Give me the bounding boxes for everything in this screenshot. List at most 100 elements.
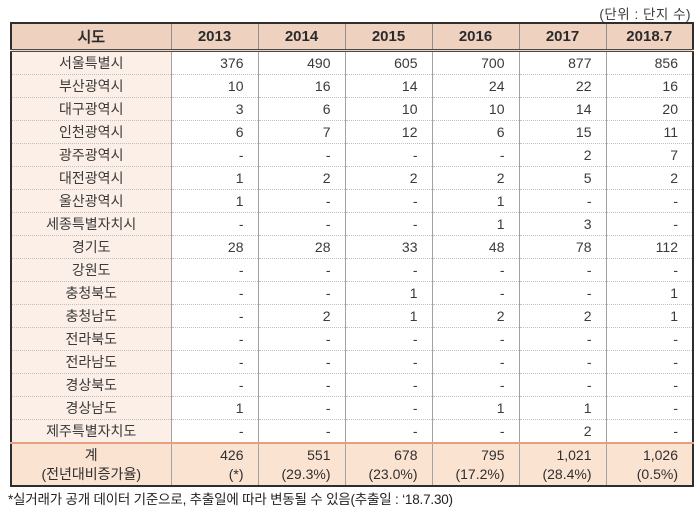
- value-cell: -: [257, 258, 345, 282]
- header-row: 시도 2013 2014 2015 2016 2017 2018.7: [11, 23, 693, 52]
- total-rate: (0.5%): [636, 465, 678, 482]
- value-cell: -: [605, 189, 693, 213]
- value-cell: -: [170, 419, 258, 444]
- value-cell: 28: [170, 235, 258, 259]
- value-cell: -: [257, 143, 345, 167]
- table-row: 강원도 ------: [11, 258, 693, 282]
- header-cell-year: 2017: [518, 23, 606, 52]
- value-cell: 3: [518, 212, 606, 236]
- table-row: 울산광역시 1--1--: [11, 189, 693, 213]
- region-yearly-count-table: 시도 2013 2014 2015 2016 2017 2018.7 서울특별시…: [10, 22, 694, 487]
- value-cell: -: [605, 419, 693, 444]
- value-cell: 78: [518, 235, 606, 259]
- value-cell: -: [344, 396, 432, 420]
- table-row: 부산광역시 10 16 14 24 22 16: [11, 74, 693, 98]
- value-cell: -: [170, 281, 258, 305]
- region-cell: 경상북도: [11, 373, 171, 397]
- region-cell: 전라남도: [11, 350, 171, 374]
- table-row: 인천광역시 6 7 12 6 15 11: [11, 120, 693, 144]
- region-cell: 대구광역시: [11, 97, 171, 121]
- value-cell: -: [431, 327, 519, 351]
- total-rate: (17.2%): [455, 465, 505, 482]
- value-cell: 1: [431, 396, 519, 420]
- value-cell: 2: [431, 304, 519, 328]
- value-cell: 5: [518, 166, 606, 190]
- value-cell: -: [170, 327, 258, 351]
- region-cell: 울산광역시: [11, 189, 171, 213]
- value-cell: 1: [170, 166, 258, 190]
- table-row: 대구광역시 3 6 10 10 14 20: [11, 97, 693, 121]
- value-cell: -: [431, 258, 519, 282]
- value-cell: -: [344, 143, 432, 167]
- value-cell: 1: [431, 189, 519, 213]
- value-cell: -: [518, 258, 606, 282]
- value-cell: 1: [431, 212, 519, 236]
- region-cell: 광주광역시: [11, 143, 171, 167]
- value-cell: -: [518, 350, 606, 374]
- total-rate: (29.3%): [281, 465, 331, 482]
- table-row: 전라북도 ------: [11, 327, 693, 351]
- value-cell: -: [605, 373, 693, 397]
- value-cell: 2: [257, 304, 345, 328]
- total-row: 계 (전년대비증가율) 426 (*) 551 (29.3%) 678 (23.0%) 79…: [11, 442, 693, 486]
- value-cell: 700: [431, 50, 519, 75]
- value-cell: -: [518, 327, 606, 351]
- region-cell: 세종특별자치시: [11, 212, 171, 236]
- total-rate: (28.4%): [542, 465, 592, 482]
- value-cell: -: [605, 212, 693, 236]
- total-count: 1,026: [642, 446, 678, 463]
- value-cell: -: [518, 281, 606, 305]
- value-cell: -: [344, 212, 432, 236]
- value-cell: 2: [344, 166, 432, 190]
- total-value-cell: 1,021 (28.4%): [518, 442, 606, 486]
- value-cell: 10: [170, 74, 258, 98]
- value-cell: -: [170, 350, 258, 374]
- total-value-cell: 678 (23.0%): [344, 442, 432, 486]
- total-value-cell: 795 (17.2%): [431, 442, 519, 486]
- region-cell: 강원도: [11, 258, 171, 282]
- value-cell: 6: [257, 97, 345, 121]
- value-cell: 1: [170, 189, 258, 213]
- region-cell: 충청북도: [11, 281, 171, 305]
- total-rate: (*): [228, 465, 244, 482]
- value-cell: -: [257, 419, 345, 444]
- value-cell: 877: [518, 50, 606, 75]
- value-cell: -: [257, 281, 345, 305]
- total-rate: (23.0%): [368, 465, 418, 482]
- value-cell: -: [257, 350, 345, 374]
- value-cell: 6: [431, 120, 519, 144]
- total-count: 795: [481, 446, 505, 463]
- value-cell: -: [257, 373, 345, 397]
- value-cell: 2: [431, 166, 519, 190]
- value-cell: 1: [605, 304, 693, 328]
- region-cell: 서울특별시: [11, 50, 171, 75]
- table-row: 제주특별자치도 ----2-: [11, 419, 693, 444]
- value-cell: 376: [170, 50, 258, 75]
- value-cell: -: [257, 212, 345, 236]
- value-cell: 1: [344, 281, 432, 305]
- table-row: 전라남도 ------: [11, 350, 693, 374]
- region-cell: 전라북도: [11, 327, 171, 351]
- value-cell: 11: [605, 120, 693, 144]
- value-cell: 16: [605, 74, 693, 98]
- value-cell: -: [605, 258, 693, 282]
- value-cell: -: [605, 350, 693, 374]
- table-body: 서울특별시 376 490 605 700 877 856 부산광역시 10 16 14 24 2…: [11, 50, 693, 444]
- total-label: 계: [84, 446, 98, 463]
- value-cell: 24: [431, 74, 519, 98]
- value-cell: 2: [518, 304, 606, 328]
- table-row: 경상북도 ------: [11, 373, 693, 397]
- value-cell: 15: [518, 120, 606, 144]
- header-cell-year: 2015: [344, 23, 432, 52]
- value-cell: -: [344, 189, 432, 213]
- footnote: *실거래가 공개 데이터 기준으로, 추출일에 따라 변동될 수 있음(추출일 …: [8, 492, 453, 507]
- value-cell: 2: [518, 143, 606, 167]
- table-row: 경기도 28 28 33 48 78 112: [11, 235, 693, 259]
- value-cell: -: [170, 212, 258, 236]
- table-row: 서울특별시 376 490 605 700 877 856: [11, 50, 693, 75]
- value-cell: -: [257, 327, 345, 351]
- value-cell: -: [170, 258, 258, 282]
